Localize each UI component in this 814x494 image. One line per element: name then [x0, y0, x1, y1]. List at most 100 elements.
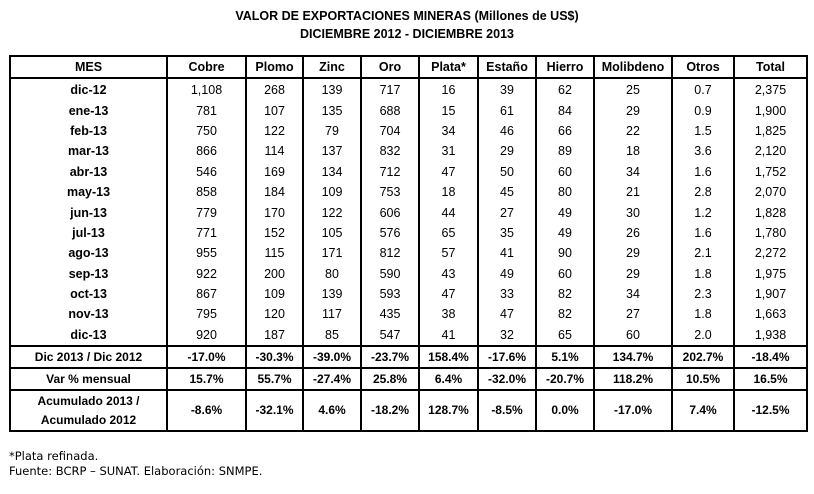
value-cell: 606 [360, 202, 420, 223]
summary-value: 158.4% [418, 345, 479, 370]
value-cell: 139 [302, 78, 362, 101]
value-cell: 33 [477, 283, 537, 305]
value-cell: 812 [360, 243, 420, 264]
summary-value: -27.4% [302, 367, 362, 392]
value-cell: 47 [418, 161, 479, 182]
value-cell: 49 [477, 263, 537, 284]
value-cell: 18 [418, 181, 479, 203]
value-cell: 122 [245, 120, 304, 142]
month-cell: dic-13 [9, 324, 168, 347]
value-cell: 1.8 [671, 263, 735, 284]
value-cell: 27 [593, 304, 673, 325]
summary-value: 55.7% [245, 367, 304, 392]
table-row: dic-13 920 187 85 547 41 32 65 60 2.0 1,938 [9, 324, 808, 347]
value-cell: 1.6 [671, 161, 735, 182]
value-cell: 57 [418, 243, 479, 264]
summary-value: 5.1% [535, 345, 595, 370]
summary-value: -39.0% [302, 345, 362, 370]
value-cell: 955 [166, 243, 247, 264]
column-header: Molibdeno [593, 55, 673, 79]
value-cell: 712 [360, 161, 420, 182]
summary-row: Var % mensual 15.7% 55.7% -27.4% 25.8% 6.4% -3… [9, 367, 808, 392]
value-cell: 832 [360, 141, 420, 162]
value-cell: 107 [245, 100, 304, 121]
table-row: jun-13 779 170 122 606 44 27 49 30 1.2 1,828 [9, 202, 808, 223]
value-cell: 117 [302, 304, 362, 325]
value-cell: 66 [535, 120, 595, 142]
value-cell: 779 [166, 202, 247, 223]
value-cell: 590 [360, 263, 420, 284]
value-cell: 137 [302, 141, 362, 162]
value-cell: 60 [535, 263, 595, 284]
summary-value: -17.6% [477, 345, 537, 370]
summary-value: 4.6% [302, 389, 362, 433]
table-row: abr-13 546 169 134 712 47 50 60 34 1.6 1,752 [9, 161, 808, 182]
value-cell: 187 [245, 324, 304, 347]
summary-value: -20.7% [535, 367, 595, 392]
summary-value: -8.6% [166, 389, 247, 433]
column-header: Plomo [245, 55, 304, 79]
table-row: nov-13 795 120 117 435 38 47 82 27 1.8 1,663 [9, 304, 808, 325]
value-cell: 85 [302, 324, 362, 347]
month-cell: sep-13 [9, 263, 168, 284]
column-header: MES [9, 55, 168, 79]
value-cell: 688 [360, 100, 420, 121]
month-cell: ene-13 [9, 100, 168, 121]
value-cell: 43 [418, 263, 479, 284]
month-cell: nov-13 [9, 304, 168, 325]
value-cell: 867 [166, 283, 247, 305]
footnote-source: Fuente: BCRP – SUNAT. Elaboración: SNMPE… [9, 464, 263, 478]
value-cell: 0.7 [671, 78, 735, 101]
value-cell: 50 [477, 161, 537, 182]
value-cell: 858 [166, 181, 247, 203]
value-cell: 134 [302, 161, 362, 182]
value-cell: 34 [593, 161, 673, 182]
value-cell: 105 [302, 222, 362, 244]
column-header: Hierro [535, 55, 595, 79]
summary-body: Dic 2013 / Dic 2012 -17.0% -30.3% -39.0% -23… [9, 345, 808, 433]
value-cell: 32 [477, 324, 537, 347]
column-header: Oro [360, 55, 420, 79]
value-cell: 21 [593, 181, 673, 203]
summary-value: 128.7% [418, 389, 479, 433]
value-cell: 1.2 [671, 202, 735, 223]
value-cell: 49 [535, 222, 595, 244]
value-cell: 79 [302, 120, 362, 142]
value-cell: 547 [360, 324, 420, 347]
value-cell: 114 [245, 141, 304, 162]
column-header: Estaño [477, 55, 537, 79]
value-cell: 2,375 [733, 78, 808, 101]
value-cell: 704 [360, 120, 420, 142]
summary-value: 16.5% [733, 367, 808, 392]
value-cell: 31 [418, 141, 479, 162]
value-cell: 44 [418, 202, 479, 223]
month-cell: abr-13 [9, 161, 168, 182]
summary-value: -32.1% [245, 389, 304, 433]
exports-table: MES Cobre Plomo Zinc Oro Plata* Estaño Hierro Mo… [9, 55, 808, 433]
summary-value: -17.0% [166, 345, 247, 370]
table-row: mar-13 866 114 137 832 31 29 89 18 3.6 2,120 [9, 141, 808, 162]
summary-value: -23.7% [360, 345, 420, 370]
value-cell: 1,828 [733, 202, 808, 223]
value-cell: 62 [535, 78, 595, 101]
summary-value: 118.2% [593, 367, 673, 392]
value-cell: 34 [418, 120, 479, 142]
value-cell: 39 [477, 78, 537, 101]
value-cell: 47 [477, 304, 537, 325]
table-row: dic-12 1,108 268 139 717 16 39 62 25 0.7 2,375 [9, 78, 808, 101]
value-cell: 34 [593, 283, 673, 305]
value-cell: 84 [535, 100, 595, 121]
table-subtitle: DICIEMBRE 2012 - DICIEMBRE 2013 [300, 27, 514, 41]
value-cell: 49 [535, 202, 595, 223]
table-row: oct-13 867 109 139 593 47 33 82 34 2.3 1,907 [9, 283, 808, 305]
value-cell: 120 [245, 304, 304, 325]
value-cell: 268 [245, 78, 304, 101]
value-cell: 920 [166, 324, 247, 347]
header-row: MES Cobre Plomo Zinc Oro Plata* Estaño Hierro Mo… [9, 55, 808, 79]
value-cell: 2.1 [671, 243, 735, 264]
value-cell: 1.8 [671, 304, 735, 325]
value-cell: 1,780 [733, 222, 808, 244]
value-cell: 781 [166, 100, 247, 121]
value-cell: 90 [535, 243, 595, 264]
value-cell: 750 [166, 120, 247, 142]
